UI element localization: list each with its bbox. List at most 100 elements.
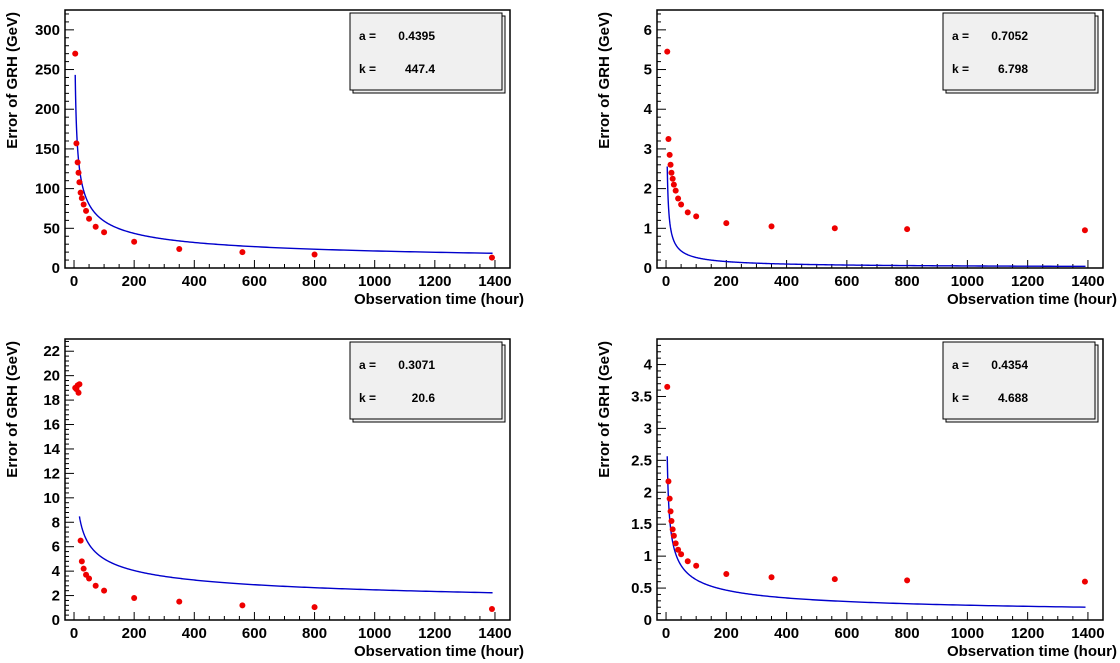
y-tick-label: 3.5 [631,388,652,405]
y-tick-label: 2 [644,181,652,198]
y-axis-title: Error of GRH (GeV) [4,12,21,149]
data-point [92,582,99,589]
y-tick-label: 20 [43,368,60,385]
data-point [675,195,682,202]
data-point [666,495,673,502]
x-tick-label: 1400 [478,273,511,290]
stat-value: 0.4354 [991,358,1028,372]
stat-value: 0.3071 [398,358,435,372]
data-point [74,159,81,166]
y-tick-label: 200 [35,101,60,118]
y-tick-label: 4 [644,357,653,374]
x-tick-label: 800 [302,625,327,642]
y-axis-title: Error of GRH (GeV) [4,341,21,478]
data-point [83,207,90,214]
x-tick-label: 1200 [418,625,451,642]
data-point [75,389,82,396]
y-tick-label: 10 [43,490,60,507]
x-axis-title: Observation time (hour) [354,643,524,660]
x-tick-label: 800 [302,273,327,290]
y-tick-label: 16 [43,417,60,434]
stat-label: k = [952,62,969,76]
fit-stats-box: a = 0.4354 k = 4.688 [942,341,1099,423]
y-tick-label: 6 [52,539,60,556]
x-tick-label: 800 [895,625,920,642]
y-tick-label: 4 [52,563,61,580]
y-tick-label: 1 [644,220,652,237]
data-point [665,136,672,142]
x-tick-label: 1200 [1011,625,1044,642]
data-point [831,576,838,583]
data-point [664,48,671,55]
data-point [131,238,138,245]
x-tick-label: 1200 [1011,273,1044,290]
chart-panel-4: 0 200 400 600 800 1000 1200 1400 0 0.5 1 1.5 2 2.5 3 3.… [596,338,1117,660]
data-point [176,245,183,252]
y-tick-label: 0 [52,260,60,277]
stats-box-background [942,341,1096,420]
data-point [311,604,318,611]
fit-stats-box: a = 0.3071 k = 20.6 [349,341,506,423]
data-point [768,574,775,581]
stats-box-background [349,341,503,420]
data-point [77,189,84,196]
stat-label: k = [359,391,376,405]
data-point [670,181,677,188]
y-axis-title: Error of GRH (GeV) [596,12,613,149]
y-tick-label: 5 [644,62,652,79]
x-axis-title: Observation time (hour) [947,643,1117,660]
y-tick-label: 22 [43,343,60,360]
data-point [723,220,730,227]
data-point [101,229,108,236]
data-point [904,226,911,233]
y-tick-label: 8 [52,514,60,531]
data-point [80,201,87,208]
data-point [78,195,85,202]
x-tick-label: 200 [714,625,739,642]
fit-stats-box: a = 0.4395 k = 447.4 [349,12,506,94]
data-point [72,50,79,57]
y-tick-label: 1.5 [631,516,652,533]
y-tick-label: 0.5 [631,580,652,597]
x-tick-label: 600 [834,625,859,642]
stat-label: a = [359,358,376,372]
x-tick-label: 1400 [1071,625,1104,642]
y-tick-label: 300 [35,22,60,39]
data-point [678,551,685,558]
y-tick-label: 50 [43,220,60,237]
chart-panel-3: 0 200 400 600 800 1000 1200 1400 0 2 4 6 8 10 12 14 16 18… [4,338,524,660]
stats-box-background [942,12,1096,91]
x-tick-label: 1000 [358,625,391,642]
data-point [831,225,838,232]
x-tick-label: 1000 [951,625,984,642]
x-tick-label: 600 [242,625,267,642]
stat-value: 4.688 [998,391,1028,405]
data-point [678,201,685,208]
data-point [666,151,673,158]
data-point [1081,578,1088,585]
fit-stats-box: a = 0.7052 k = 6.798 [942,12,1099,94]
y-tick-label: 2 [52,588,60,605]
y-tick-label: 14 [43,441,60,458]
stat-value: 6.798 [998,62,1028,76]
x-tick-label: 1000 [951,273,984,290]
stat-value: 447.4 [405,62,435,76]
fit-curve [78,516,493,594]
x-tick-label: 200 [122,625,147,642]
y-tick-label: 2 [644,484,652,501]
data-point [78,558,85,565]
x-tick-label: 400 [182,625,207,642]
data-point [904,577,911,584]
x-tick-label: 1200 [418,273,451,290]
data-point [239,249,246,256]
data-point [239,602,246,609]
x-tick-label: 1000 [358,273,391,290]
stat-label: a = [359,29,376,43]
data-point [101,587,108,594]
stat-value: 0.7052 [991,29,1028,43]
data-point [684,558,691,565]
stat-label: k = [952,391,969,405]
data-point [311,251,318,258]
data-point [667,508,674,515]
